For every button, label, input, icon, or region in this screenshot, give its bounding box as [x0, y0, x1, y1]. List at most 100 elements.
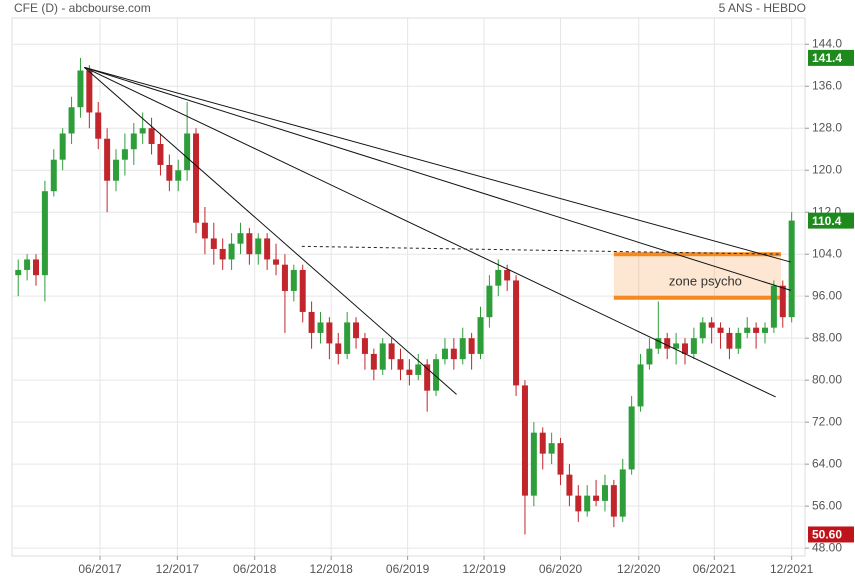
- candle-body: [646, 348, 653, 365]
- candle-body: [388, 343, 395, 360]
- candle-body: [593, 495, 600, 501]
- candle-body: [770, 285, 777, 328]
- trendline: [84, 66, 791, 291]
- candle-body: [628, 406, 635, 470]
- x-tick-label: 06/2020: [539, 562, 583, 576]
- candle-body: [397, 359, 404, 370]
- x-tick-label: 06/2017: [78, 562, 122, 576]
- dashed-line: [301, 245, 782, 255]
- candle-body: [681, 343, 688, 354]
- candle-body: [184, 133, 191, 171]
- candle-body: [281, 264, 288, 291]
- candle-body: [601, 485, 608, 501]
- candle-body: [459, 338, 466, 360]
- y-tick-label: 96.00: [812, 288, 842, 302]
- candle-body: [753, 327, 760, 333]
- plot-frame: [11, 17, 806, 557]
- candle-body: [157, 143, 164, 165]
- candle-body: [308, 311, 315, 333]
- price-tag: [808, 526, 854, 543]
- candle-body: [15, 269, 22, 276]
- candle-body: [477, 317, 484, 354]
- y-tick-label: 88.00: [812, 330, 842, 344]
- candle-body: [77, 70, 84, 108]
- y-tick-label: 64.00: [812, 456, 842, 470]
- candle-body: [130, 133, 137, 150]
- y-tick-label: 104.0: [812, 246, 842, 260]
- y-tick-label: 120.0: [812, 162, 842, 176]
- y-tick-label: 48.00: [812, 540, 842, 554]
- candle-body: [166, 164, 173, 181]
- candle-body: [255, 238, 262, 255]
- candle-body: [317, 322, 324, 333]
- candle-body: [441, 348, 448, 360]
- zone-label: zone psycho: [669, 273, 742, 288]
- candle-body: [699, 322, 706, 339]
- candle-body: [433, 359, 440, 391]
- candle-body: [566, 474, 573, 496]
- price-tag: [808, 212, 854, 229]
- candle-body: [344, 322, 351, 354]
- candle-body: [486, 285, 493, 318]
- candle-body: [273, 259, 280, 265]
- candle-body: [139, 128, 146, 134]
- x-tick-label: 12/2017: [156, 562, 200, 576]
- candle-body: [228, 243, 235, 260]
- trendline: [84, 66, 457, 395]
- candle-body: [495, 269, 502, 286]
- price-tag: [808, 49, 854, 66]
- candle-body: [708, 322, 715, 328]
- candle-body: [24, 259, 31, 270]
- candle-body: [33, 259, 40, 276]
- price-tag-label: 110.4: [812, 214, 842, 228]
- candle-body: [548, 443, 555, 454]
- candle-body: [619, 469, 626, 517]
- candle-body: [95, 112, 102, 139]
- candle-body: [299, 269, 306, 312]
- candle-body: [744, 327, 751, 333]
- candle-body: [468, 338, 475, 354]
- candle-body: [59, 133, 66, 160]
- candle-body: [788, 220, 795, 318]
- candle-body: [361, 338, 368, 354]
- x-tick-label: 12/2019: [462, 562, 506, 576]
- candle-body: [104, 138, 111, 181]
- candle-body: [370, 353, 377, 370]
- x-tick-label: 06/2021: [693, 562, 737, 576]
- candle-body: [673, 343, 680, 349]
- chart-subtitle: 5 ANS - HEBDO: [719, 1, 806, 15]
- candle-body: [761, 327, 768, 333]
- candle-body: [424, 364, 431, 391]
- candle-body: [113, 159, 120, 181]
- candle-body: [504, 269, 511, 281]
- candle-body: [610, 485, 617, 517]
- candle-body: [584, 495, 591, 512]
- candle-body: [86, 70, 93, 113]
- candle-body: [326, 322, 333, 344]
- candle-body: [415, 364, 422, 375]
- candle-body: [530, 432, 537, 496]
- x-tick-label: 06/2018: [233, 562, 277, 576]
- candle-body: [735, 332, 742, 349]
- y-tick-label: 56.00: [812, 498, 842, 512]
- price-tag-label: 50.60: [812, 528, 842, 542]
- x-tick-label: 12/2018: [309, 562, 353, 576]
- chart-title: CFE (D) - abcbourse.com: [14, 1, 151, 15]
- candle-body: [539, 432, 546, 454]
- candle-body: [779, 285, 786, 318]
- candle-body: [664, 338, 671, 349]
- y-tick-label: 144.0: [812, 36, 842, 50]
- candle-body: [210, 238, 217, 249]
- candle-body: [513, 280, 520, 386]
- candle-body: [237, 233, 244, 244]
- candle-body: [575, 495, 582, 512]
- candle-body: [219, 248, 226, 260]
- candle-body: [41, 191, 48, 276]
- y-tick-label: 80.00: [812, 372, 842, 386]
- candle-body: [148, 128, 155, 144]
- candle-body: [521, 385, 528, 496]
- trendline: [84, 66, 776, 398]
- candle-body: [637, 364, 644, 407]
- x-tick-label: 12/2021: [770, 562, 814, 576]
